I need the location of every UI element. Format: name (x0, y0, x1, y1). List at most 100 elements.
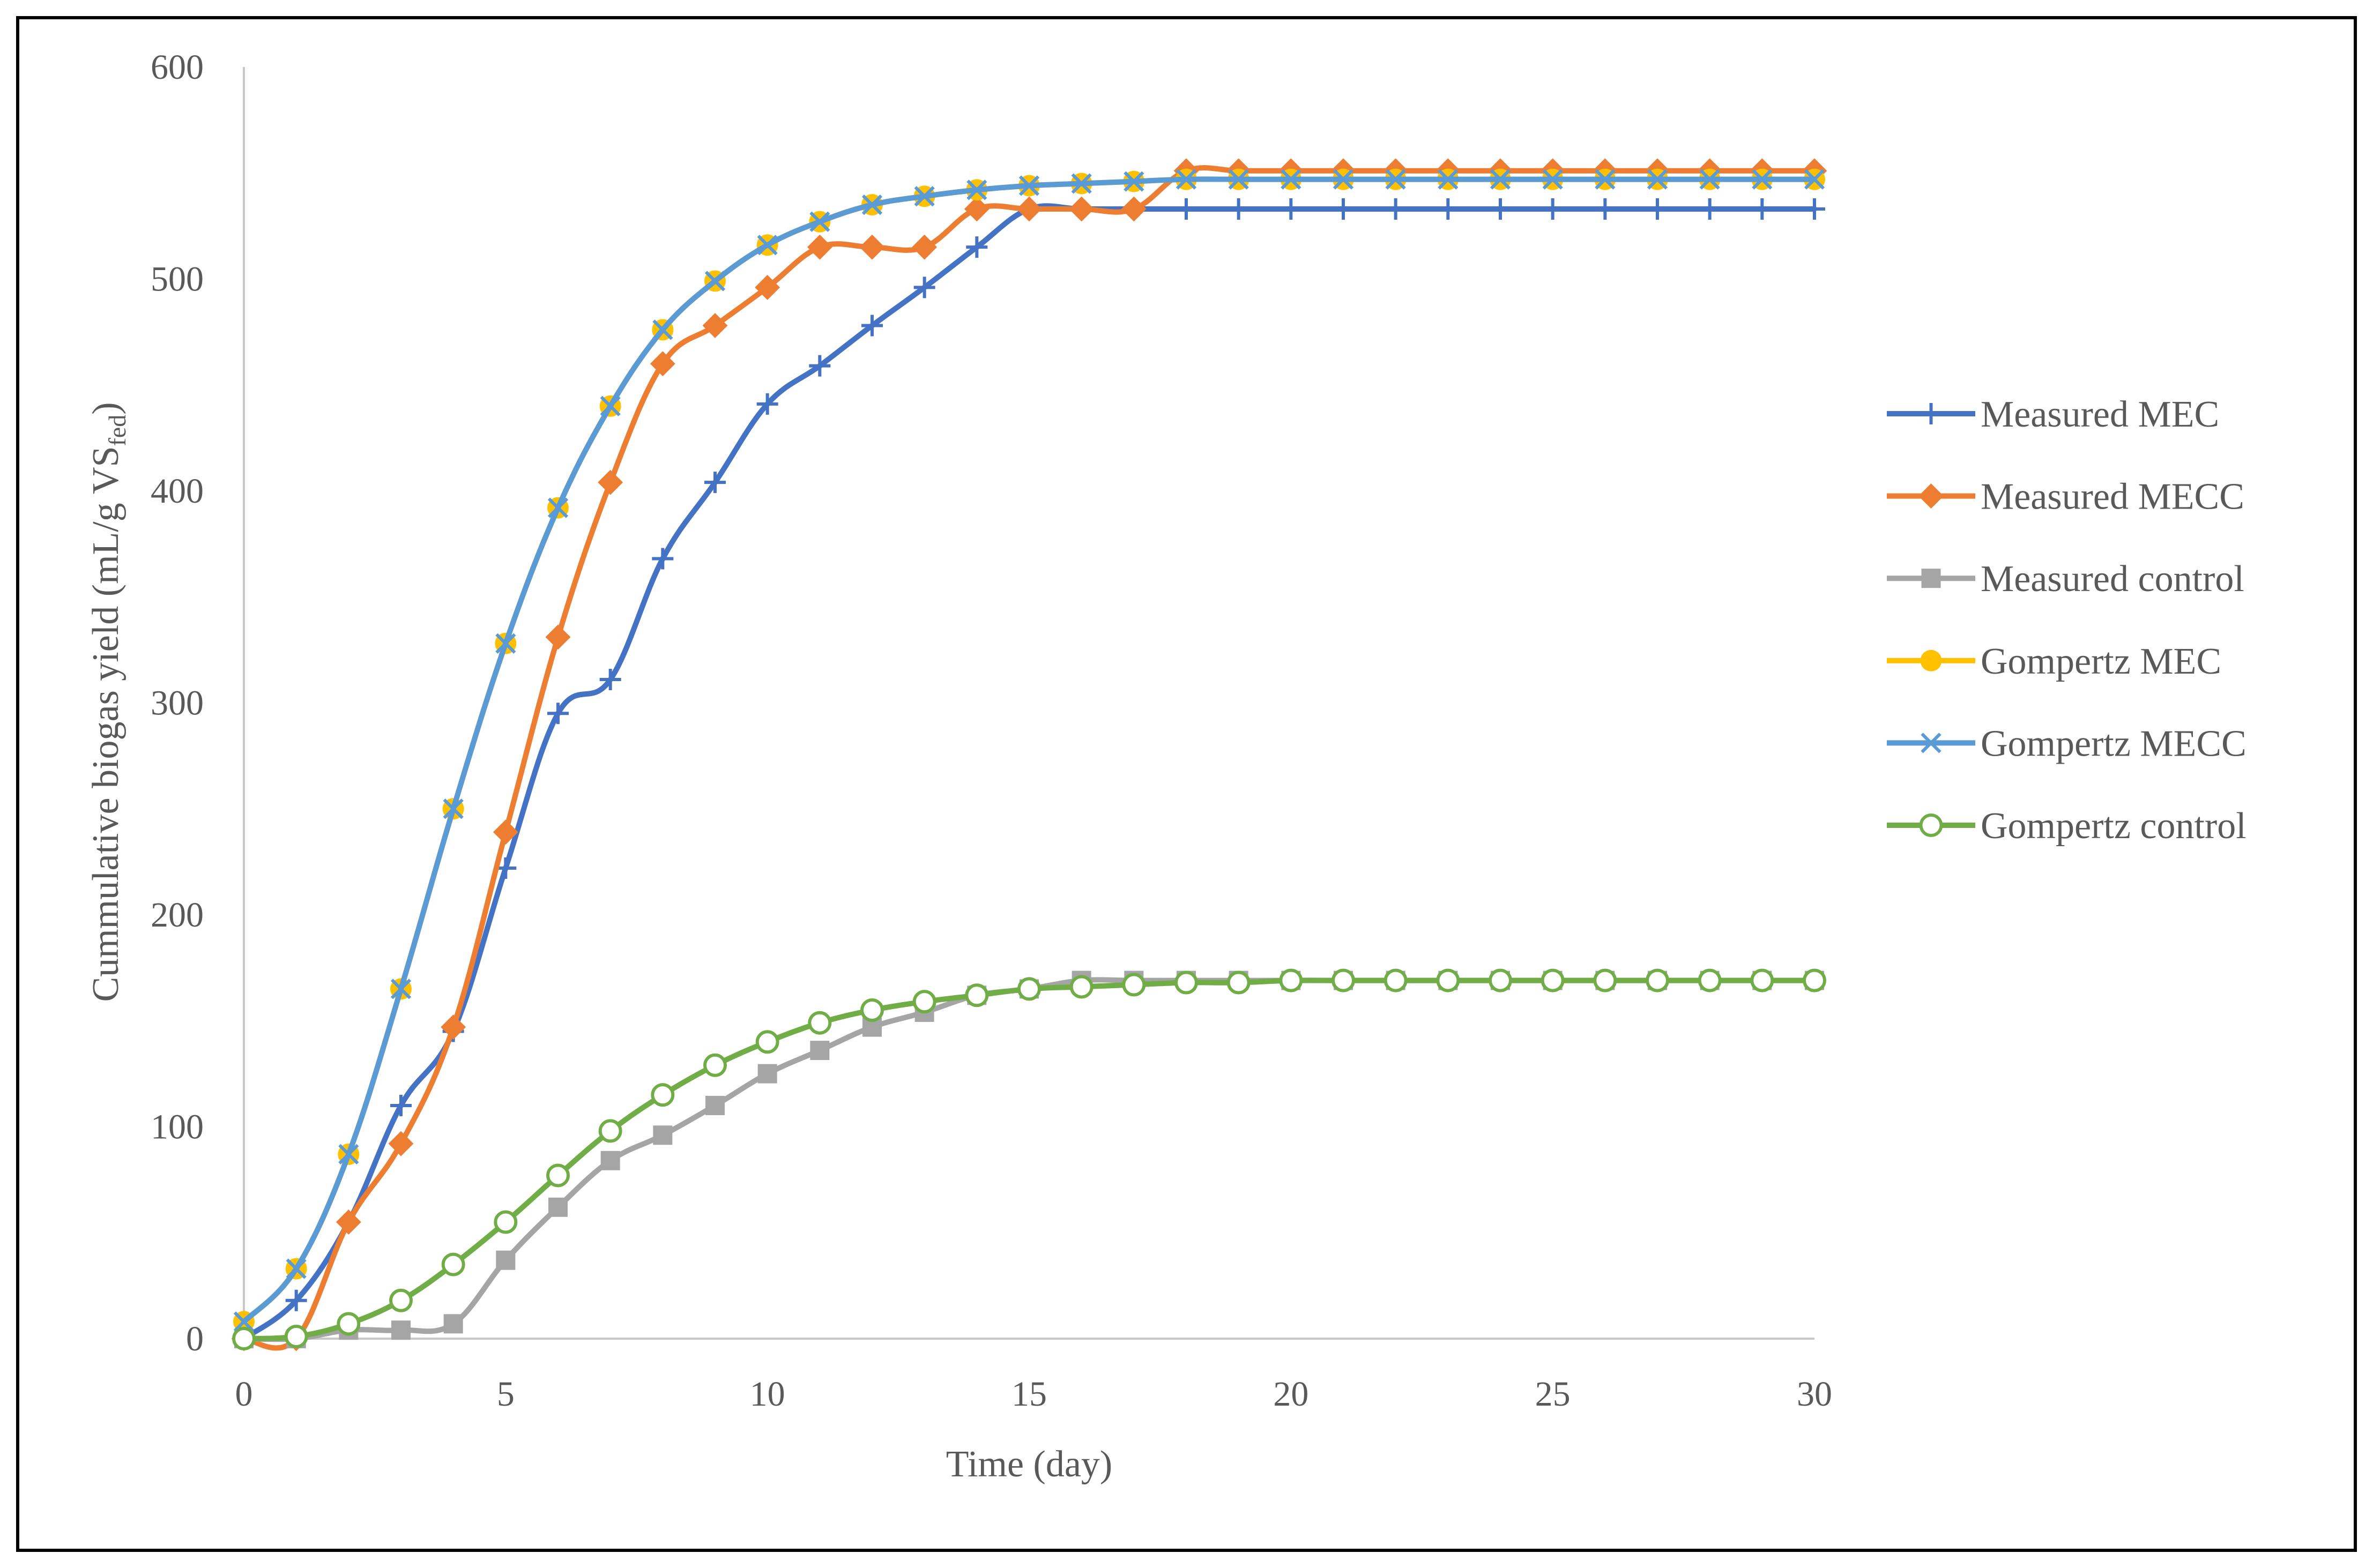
data-point-gompertz-control (232, 1327, 256, 1350)
y-tick-label: 100 (151, 1108, 204, 1147)
data-point-measured-mec (913, 277, 935, 298)
y-tick-label: 0 (186, 1319, 204, 1358)
y-axis-title: Cummulative biogas yield (mL/g VSfed) (85, 402, 131, 1002)
data-point-gompertz-mecc (600, 395, 621, 416)
data-point-gompertz-mecc (1385, 169, 1406, 190)
legend-marker-gompertz-mecc (1921, 733, 1941, 753)
data-point-gompertz-control (598, 1119, 622, 1143)
legend-label-gompertz-control: Gompertz control (1981, 805, 2246, 847)
data-point-gompertz-mecc (966, 180, 987, 200)
legend-label-measured-mecc: Measured MECC (1981, 476, 2244, 518)
data-point-measured-mec (1437, 198, 1459, 220)
data-point-gompertz-mecc (1228, 169, 1249, 190)
chart-frame (16, 16, 2357, 1552)
data-point-gompertz-mecc (1647, 169, 1668, 190)
x-tick-label: 15 (1011, 1375, 1047, 1414)
legend-marker-gompertz-mec (1920, 649, 1942, 671)
y-tick-label: 300 (151, 684, 204, 723)
data-point-gompertz-control (1436, 968, 1460, 992)
legend-label-gompertz-mec: Gompertz MEC (1981, 641, 2221, 682)
data-point-gompertz-control (284, 1325, 308, 1349)
series-line-gompertz-mecc (241, 176, 1817, 1325)
data-point-measured-mecc (650, 351, 675, 377)
data-point-measured-control (757, 1064, 777, 1084)
data-point-measured-mecc (545, 624, 571, 650)
data-point-gompertz-mecc (704, 271, 726, 292)
legend-label-measured-control: Measured control (1981, 558, 2244, 600)
data-point-gompertz-mecc (652, 319, 673, 340)
x-tick-label: 25 (1535, 1375, 1571, 1414)
data-point-gompertz-control (1279, 968, 1303, 992)
data-point-measured-mecc (1121, 196, 1147, 222)
data-point-gompertz-mecc (233, 1311, 255, 1332)
data-point-measured-mec (285, 1289, 307, 1311)
y-axis-title-close: ) (85, 402, 127, 414)
data-point-measured-control (705, 1095, 725, 1115)
legend-item-gompertz-mec: Gompertz MEC (1887, 641, 2221, 682)
x-tick-label: 30 (1797, 1375, 1832, 1414)
data-point-measured-mec (1542, 198, 1564, 220)
data-point-gompertz-control (1331, 968, 1355, 992)
data-point-gompertz-mecc (861, 194, 883, 215)
data-point-gompertz-control (1174, 970, 1198, 995)
data-point-measured-mec (1176, 198, 1197, 220)
data-point-gompertz-control (1698, 968, 1722, 992)
data-point-measured-control (653, 1125, 673, 1145)
y-tick-label: 600 (151, 48, 204, 87)
data-point-gompertz-control (1803, 968, 1826, 992)
data-point-gompertz-mecc (1124, 171, 1144, 192)
data-point-measured-mecc (859, 234, 885, 260)
legend-item-measured-mec: Measured MEC (1887, 394, 2219, 435)
data-point-gompertz-control (546, 1163, 570, 1188)
x-tick-label: 20 (1273, 1375, 1308, 1414)
data-point-gompertz-control (494, 1210, 518, 1234)
data-point-gompertz-mecc (1490, 169, 1511, 190)
data-point-measured-mec (1385, 198, 1407, 220)
data-point-gompertz-mecc (390, 979, 412, 999)
data-point-measured-mecc (598, 469, 623, 495)
data-point-measured-control (496, 1250, 516, 1270)
data-point-gompertz-control (1593, 968, 1617, 992)
data-point-measured-mec (1228, 198, 1249, 220)
data-point-gompertz-mecc (1699, 169, 1720, 190)
data-point-gompertz-mecc (1438, 169, 1459, 190)
data-point-measured-mecc (493, 819, 518, 845)
legend-marker-measured-mec (1920, 403, 1942, 424)
data-point-measured-mecc (1069, 196, 1095, 222)
legend-marker-measured-control (1921, 569, 1941, 588)
data-point-measured-control (600, 1151, 620, 1170)
y-tick-label: 400 (151, 472, 204, 511)
data-point-measured-mec (861, 315, 883, 337)
data-point-gompertz-mecc (1176, 169, 1197, 190)
data-point-measured-mecc (336, 1209, 361, 1235)
data-point-gompertz-mecc (1542, 169, 1563, 190)
data-point-measured-mec (1280, 198, 1302, 220)
data-point-gompertz-control (337, 1312, 361, 1336)
data-point-measured-mec (756, 393, 778, 415)
data-point-gompertz-mecc (914, 186, 935, 207)
legend-item-gompertz-mecc: Gompertz MECC (1887, 723, 2246, 764)
x-tick-labels: 0 5 10 15 20 25 30 (235, 1375, 1833, 1414)
data-point-gompertz-mecc (1752, 169, 1773, 190)
data-point-measured-mec (1699, 198, 1721, 220)
data-point-measured-control (443, 1314, 463, 1334)
legend-label-gompertz-mecc: Gompertz MECC (1981, 723, 2246, 764)
data-point-gompertz-mecc (1333, 169, 1354, 190)
data-point-gompertz-mecc (1281, 169, 1301, 190)
legend-label-measured-mec: Measured MEC (1981, 394, 2219, 435)
data-point-gompertz-mecc (1018, 175, 1040, 196)
x-tick-label: 0 (235, 1375, 253, 1414)
x-tick-label: 5 (497, 1375, 515, 1414)
data-point-measured-mec (809, 355, 831, 377)
series-gompertz-mecc (233, 169, 1825, 1332)
data-point-measured-mecc (1016, 196, 1042, 222)
y-tick-label: 500 (151, 260, 204, 299)
data-point-measured-mec (652, 548, 674, 570)
data-point-gompertz-mecc (1071, 173, 1092, 194)
data-point-gompertz-control (1541, 968, 1565, 992)
data-point-gompertz-control (1383, 968, 1408, 992)
data-point-measured-mec (390, 1094, 412, 1116)
data-point-gompertz-control (1017, 977, 1041, 1001)
data-point-measured-mec (1751, 198, 1773, 220)
data-point-measured-mecc (441, 1014, 466, 1040)
